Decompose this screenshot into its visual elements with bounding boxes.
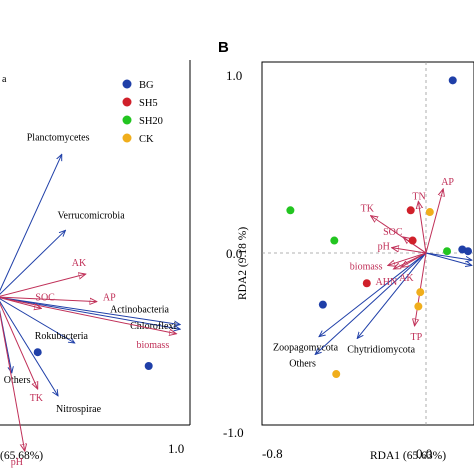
panel-a-env-arrow-biomass-label: biomass	[136, 340, 169, 351]
legend-label-sh20: SH20	[139, 116, 163, 127]
panel-b-point-bg-3	[464, 247, 473, 256]
panel-b-env-arrow-ap	[425, 189, 443, 254]
panel-a-arrow-chloroflexi-label: Chloroflexi	[130, 321, 176, 332]
panel-b-xtick-left: -0.8	[262, 446, 283, 461]
legend: BG SH5 SH20 CK	[122, 79, 163, 145]
panel-b-env-arrow-ahn-label: AHN	[376, 277, 398, 288]
panel-a-arrow-actinobacteria	[0, 296, 180, 325]
legend-label-ck: CK	[139, 134, 154, 145]
panel-b-env-arrow-soc	[403, 237, 427, 254]
panel-a-arrow-verrucomicrobia	[0, 230, 65, 295]
panel-b-env-arrow-tp-label: TP	[411, 332, 423, 343]
panel-a-point-bg-1	[33, 348, 42, 357]
panel-b-arrow-right-0	[425, 252, 472, 265]
panel-a-env-arrow-soc-label: SOC	[35, 293, 55, 304]
panel-b-env-arrow-ap-label: AP	[441, 177, 454, 188]
legend-marker-bg	[122, 79, 132, 89]
panel-b-arrow-others	[315, 252, 427, 354]
panel-a-xlabel: (65.68%)	[0, 450, 43, 462]
panel-b-env-arrow-tn	[418, 201, 427, 254]
panel-b-point-ck-10	[425, 208, 434, 217]
panel-b-point-sh5-4	[406, 206, 415, 215]
panel-a-xtick-label: 1.0	[168, 441, 184, 456]
legend-marker-sh5	[122, 97, 132, 107]
panel-a-env-arrow-ap	[0, 296, 97, 302]
panel-b-arrow-chytridiomycota	[357, 252, 427, 338]
panel-a-env-arrow-tk-label: TK	[30, 393, 44, 404]
panel-a-arrow-planctomycetes-label: Planctomycetes	[27, 132, 90, 143]
panel-a-env-arrow-biomass	[0, 297, 176, 334]
panel-a-arrow-others	[0, 309, 12, 373]
panel-b-env-arrow-ahn	[394, 252, 427, 269]
panel-b-letter: B	[218, 39, 229, 56]
panel-a-env-arrow-ph	[0, 310, 25, 451]
legend-label-bg: BG	[139, 80, 154, 91]
panel-b-env-arrow-ph-label: pH	[378, 242, 390, 253]
panel-a-env-arrow-ak-label: AK	[72, 258, 87, 269]
panel-b-arrow-others-label: Others	[289, 358, 316, 369]
panel-b-point-sh20-7	[286, 206, 295, 215]
panel-a-arrow-rokubacteria-label: Rokubacteria	[35, 331, 89, 342]
panel-b-point-sh5-6	[408, 236, 417, 245]
panel-b-point-bg-1	[318, 300, 327, 309]
panel-a-env-arrow-ap-label: AP	[103, 293, 116, 304]
panel-b-xtick-right: 0.0	[416, 446, 432, 461]
panel-b-arrow-zoopagomycota-label: Zoopagomycota	[273, 343, 339, 354]
panel-b-env-arrow-tk-label: TK	[361, 204, 375, 215]
panel-a-arrow-nitrospirae	[0, 300, 58, 396]
panel-a-env-arrow-tk	[0, 302, 38, 389]
legend-label-sh5: SH5	[139, 98, 158, 109]
panel-b-point-ck-13	[332, 370, 341, 379]
panel-a-arrow-chloroflexi	[0, 297, 180, 329]
panel-a-arrow-rokubacteria	[0, 298, 75, 343]
panel-a-arrow-others-label: Others	[4, 375, 31, 386]
panel-b-env-arrow-ak-label: AK	[399, 273, 414, 284]
panel-b-env-arrow-biomass-label: biomass	[350, 261, 383, 272]
panel-b-env-arrow-ph	[392, 248, 427, 254]
panel-b-point-ck-12	[414, 302, 423, 311]
panel-a-arrow-actinobacteria-label: Actinobacteria	[110, 305, 169, 316]
panel-b-point-sh5-5	[362, 279, 371, 288]
panel-a: a 1.0 (65.68%) Planctomycetes Verrucomicr…	[0, 60, 191, 468]
panel-a-arrow-planctomycetes	[0, 154, 62, 292]
panel-b-point-ck-11	[416, 288, 425, 297]
panel-b-point-sh20-8	[330, 236, 339, 245]
panel-b-env-arrow-soc-label: SOC	[383, 227, 403, 238]
panel-b-ytick-bottom: -1.0	[223, 425, 244, 440]
panel-b-frame	[261, 61, 474, 426]
panel-b-xlabel: RDA1 (65.63%)	[370, 450, 446, 462]
panel-b: B Zoopagomycota Others Chytridiomycota AP TN…	[218, 39, 474, 462]
panel-b-point-sh20-9	[443, 247, 452, 256]
panel-a-env-arrow-ak	[0, 274, 86, 297]
panel-a-arrow-verrucomicrobia-label: Verrucomicrobia	[57, 210, 125, 221]
panel-b-point-bg-0	[448, 76, 457, 85]
panel-b-arrow-right-1	[425, 252, 472, 260]
panel-b-ytick-mid: 0.0	[226, 246, 242, 261]
panel-a-env-arrow-ph-label: pH	[11, 457, 23, 468]
legend-marker-ck	[122, 133, 132, 143]
panel-a-partial-title: a	[2, 74, 7, 85]
panel-b-env-arrow-tn-label: TN	[412, 191, 425, 202]
panel-b-arrow-chytridiomycota-label: Chytridiomycota	[347, 344, 415, 355]
panel-b-ytick-top: 1.0	[226, 68, 242, 83]
legend-marker-sh20	[122, 115, 132, 125]
panel-b-ylabel: RDA2 (9.18 %)	[237, 227, 249, 300]
panel-a-arrow-nitrospirae-label: Nitrospirae	[56, 404, 102, 415]
panel-a-point-bg-0	[144, 362, 153, 370]
